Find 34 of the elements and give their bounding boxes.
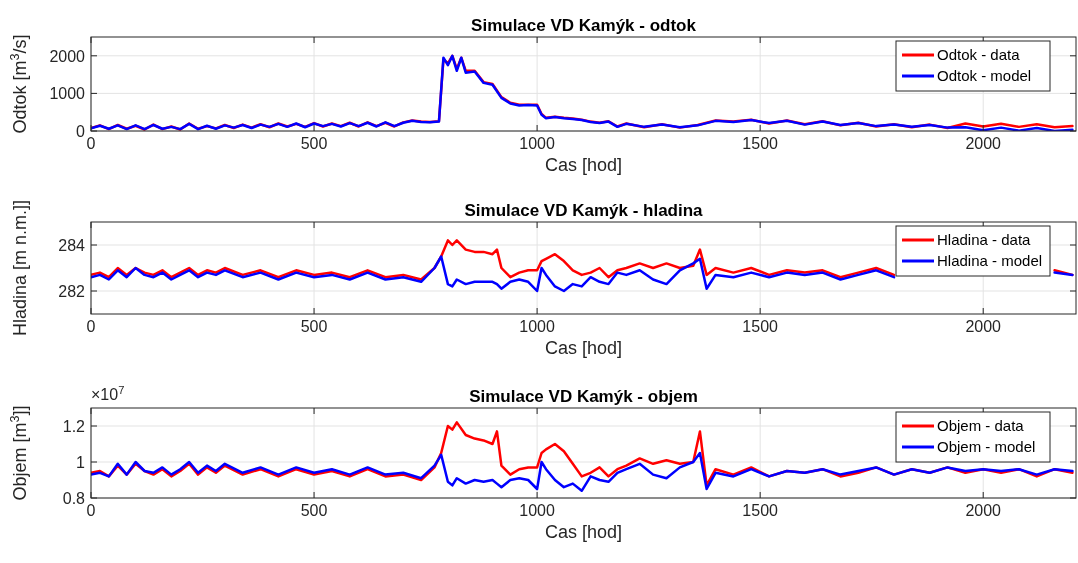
y-tick-label: 1 — [76, 454, 86, 471]
chart-title: Simulace VD Kamýk - odtok — [471, 16, 697, 35]
x-tick-label: 1500 — [742, 135, 779, 152]
y-tick-label: 282 — [58, 283, 86, 300]
legend-label: Odtok - data — [937, 46, 1021, 63]
text: ×10$^{7}$ — [91, 384, 125, 403]
chart-title: Simulace VD Kamýk - objem — [469, 387, 698, 406]
legend-label: Odtok - model — [937, 67, 1032, 84]
y-axis-title: Hladina [m n.m.]] — [10, 199, 30, 337]
x-tick-label: 500 — [300, 135, 328, 152]
x-tick-label: 1500 — [742, 502, 779, 519]
x-tick-label: 2000 — [965, 318, 1002, 335]
x-tick-label: 500 — [300, 318, 328, 335]
chart-title: Simulace VD Kamýk - hladina — [464, 201, 704, 220]
legend-label: Hladina - data — [937, 231, 1032, 248]
y-tick-label: 0 — [76, 123, 86, 140]
y-tick-label: 2000 — [49, 47, 86, 65]
x-axis-title: Cas [hod] — [544, 522, 623, 542]
x-tick-label: 1000 — [519, 318, 555, 335]
x-tick-label: 2000 — [965, 502, 1002, 519]
x-tick-label: 500 — [300, 502, 328, 519]
legend-label: Objem - data — [937, 417, 1025, 434]
legend-label: Objem - model — [937, 438, 1036, 455]
y-tick-label: 1.2 — [62, 418, 86, 435]
legend-label: Hladina - model — [937, 252, 1043, 269]
x-axis-title: Cas [hod] — [544, 155, 623, 175]
x-tick-label: 2000 — [965, 135, 1002, 152]
y-tick-label: 1000 — [49, 85, 86, 103]
x-axis-title: Cas [hod] — [544, 338, 623, 358]
y-tick-label: 0.8 — [62, 490, 86, 507]
x-tick-label: 1000 — [519, 135, 555, 152]
x-tick-label: 1000 — [519, 502, 555, 519]
x-tick-label: 1500 — [742, 318, 779, 335]
y-tick-label: 284 — [58, 237, 86, 254]
